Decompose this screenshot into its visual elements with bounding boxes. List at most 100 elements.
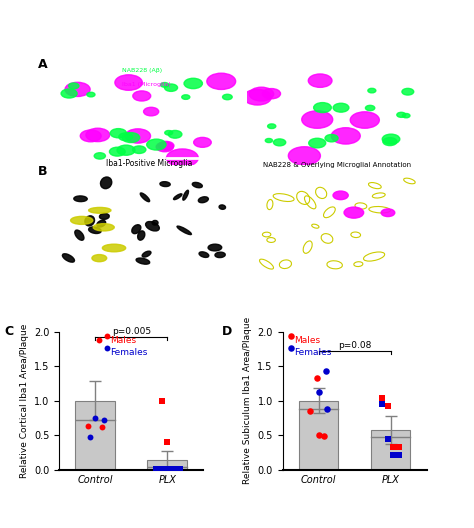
- Ellipse shape: [100, 213, 109, 219]
- Point: [306, 407, 314, 416]
- Circle shape: [69, 83, 79, 89]
- Bar: [75, 401, 115, 470]
- Circle shape: [288, 147, 320, 165]
- Circle shape: [94, 153, 105, 159]
- Point: [315, 388, 322, 397]
- Ellipse shape: [183, 190, 189, 200]
- Point: [115, 399, 123, 407]
- Point: [153, 464, 160, 473]
- Point: [158, 464, 166, 473]
- Point: [313, 374, 321, 382]
- Ellipse shape: [85, 216, 94, 226]
- Ellipse shape: [192, 182, 202, 188]
- Ellipse shape: [89, 227, 101, 233]
- Circle shape: [133, 146, 146, 154]
- Circle shape: [168, 130, 182, 138]
- Circle shape: [80, 130, 101, 142]
- Circle shape: [182, 95, 190, 99]
- Point: [319, 405, 327, 413]
- Circle shape: [158, 142, 174, 150]
- Circle shape: [402, 88, 414, 95]
- Circle shape: [117, 145, 135, 155]
- Text: Females: Females: [294, 348, 331, 357]
- Point: [100, 416, 108, 425]
- Text: NAB228 (Aβ): NAB228 (Aβ): [122, 69, 162, 73]
- Ellipse shape: [132, 225, 141, 234]
- Bar: [147, 459, 187, 470]
- Y-axis label: Relative Cortical Iba1 Area/Plaque: Relative Cortical Iba1 Area/Plaque: [19, 324, 28, 478]
- Circle shape: [368, 88, 376, 93]
- Ellipse shape: [102, 244, 126, 252]
- Circle shape: [109, 147, 125, 156]
- Text: PLX: PLX: [256, 71, 277, 81]
- Y-axis label: Relative Subiculum Iba1 Area/Plaque: Relative Subiculum Iba1 Area/Plaque: [243, 317, 252, 484]
- Text: p=0.08: p=0.08: [338, 341, 371, 350]
- Point: [95, 336, 103, 344]
- Circle shape: [87, 92, 95, 97]
- Circle shape: [333, 191, 348, 200]
- Ellipse shape: [199, 252, 209, 258]
- Circle shape: [265, 138, 273, 143]
- Circle shape: [268, 124, 276, 128]
- Circle shape: [86, 128, 109, 142]
- Ellipse shape: [137, 231, 145, 240]
- Ellipse shape: [173, 194, 182, 200]
- Circle shape: [263, 89, 281, 99]
- Ellipse shape: [89, 208, 111, 213]
- Circle shape: [333, 103, 349, 112]
- Ellipse shape: [146, 222, 159, 231]
- Ellipse shape: [140, 193, 150, 202]
- Circle shape: [184, 78, 202, 89]
- Circle shape: [325, 135, 338, 142]
- Text: CTR: CTR: [68, 71, 90, 81]
- Point: [84, 422, 92, 430]
- Circle shape: [314, 102, 331, 112]
- Point: [99, 423, 106, 431]
- Ellipse shape: [75, 230, 84, 240]
- Ellipse shape: [74, 196, 87, 202]
- Point: [164, 438, 171, 447]
- Point: [395, 443, 403, 451]
- Text: Males: Males: [109, 336, 136, 345]
- Ellipse shape: [93, 224, 114, 231]
- Text: D: D: [222, 325, 232, 337]
- Point: [384, 402, 392, 410]
- Circle shape: [161, 82, 169, 87]
- Ellipse shape: [92, 254, 107, 262]
- Circle shape: [244, 89, 271, 105]
- Text: B: B: [38, 165, 47, 177]
- Text: Males: Males: [294, 336, 320, 345]
- Circle shape: [381, 209, 395, 216]
- Ellipse shape: [71, 216, 93, 224]
- Text: Iba1-Positive Microglia: Iba1-Positive Microglia: [106, 159, 192, 168]
- Point: [395, 450, 403, 459]
- Circle shape: [65, 82, 90, 97]
- Circle shape: [309, 138, 326, 148]
- Point: [115, 405, 123, 413]
- Circle shape: [119, 133, 133, 141]
- Circle shape: [61, 89, 77, 98]
- Point: [323, 405, 331, 413]
- Text: p=0.005: p=0.005: [112, 327, 151, 336]
- Text: Females: Females: [109, 348, 147, 357]
- Circle shape: [166, 149, 198, 167]
- Point: [86, 432, 94, 441]
- Circle shape: [308, 74, 332, 87]
- Ellipse shape: [97, 220, 106, 227]
- Circle shape: [397, 112, 406, 117]
- Ellipse shape: [177, 226, 191, 234]
- Ellipse shape: [219, 205, 226, 209]
- Circle shape: [249, 87, 273, 101]
- Point: [315, 431, 322, 439]
- Ellipse shape: [136, 258, 150, 264]
- Circle shape: [402, 114, 410, 118]
- Circle shape: [164, 84, 178, 91]
- Circle shape: [165, 130, 173, 135]
- Text: PLX: PLX: [256, 71, 277, 81]
- Circle shape: [273, 139, 286, 146]
- Ellipse shape: [208, 244, 222, 251]
- Circle shape: [194, 137, 211, 147]
- Ellipse shape: [63, 254, 74, 262]
- Circle shape: [147, 139, 166, 150]
- Circle shape: [365, 106, 375, 111]
